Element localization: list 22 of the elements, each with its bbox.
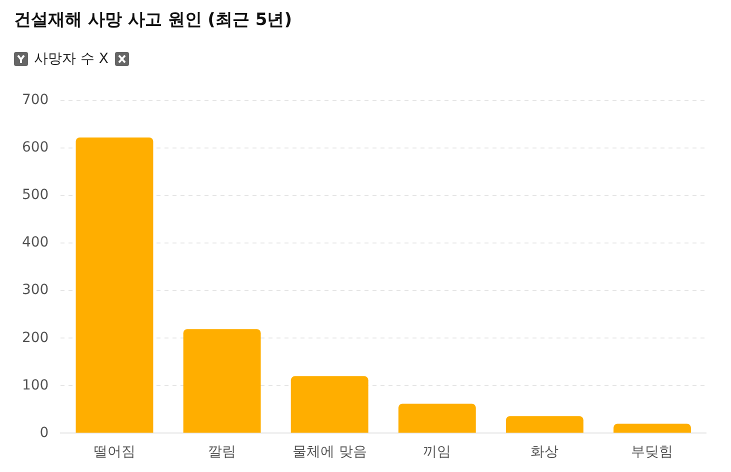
x-tick-label: 끼임	[423, 444, 452, 460]
bar	[290, 376, 368, 433]
x-tick-label: 물체에 맞음	[292, 444, 367, 460]
x-tick-label: 화상	[530, 444, 559, 460]
y-tick-label: 100	[22, 377, 49, 394]
bar	[506, 416, 584, 433]
y-tick-label: 500	[22, 187, 49, 204]
bar	[398, 404, 476, 433]
chart-title: 건설재해 사망 사고 원인 (최근 5년)	[14, 9, 292, 31]
y-tick-label: 0	[40, 424, 49, 441]
y-tick-label: 400	[22, 234, 49, 251]
x-tick-label: 부딪힘	[631, 444, 674, 460]
y-tick-label: 600	[22, 140, 49, 156]
x-tick-label: 깔림	[208, 444, 236, 460]
y-tick-label: 700	[22, 92, 49, 108]
x-tick-label: 떨어짐	[93, 444, 136, 460]
bar	[183, 329, 261, 433]
y-tick-label: 200	[22, 330, 49, 346]
y-tick-label: 300	[22, 282, 49, 298]
y-axis-title: 사망자 수 X	[34, 50, 108, 68]
bar	[614, 424, 691, 433]
bar	[76, 137, 154, 433]
